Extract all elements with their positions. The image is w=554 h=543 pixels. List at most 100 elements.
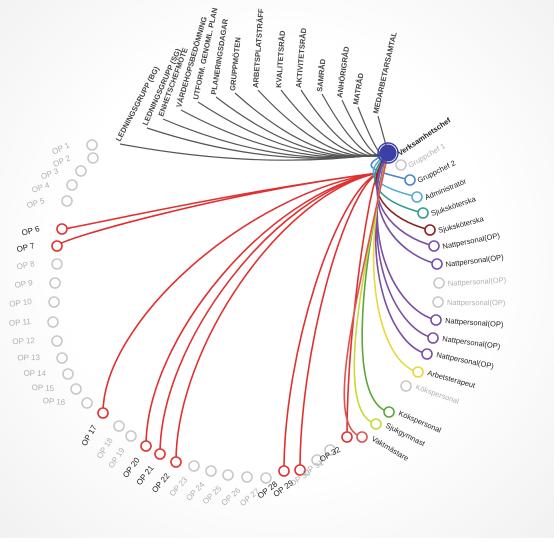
op-node-op-1 (86, 139, 98, 151)
op-line-op-32 (346, 172, 379, 438)
op-node-op-27 (260, 472, 272, 484)
op-line-op-21 (159, 172, 379, 455)
staff-node-15 (383, 406, 395, 418)
staff-node-6 (428, 240, 440, 252)
staff-node-3 (411, 191, 423, 203)
staff-node-14 (400, 380, 412, 392)
op-node-op-22 (170, 456, 182, 468)
hub-node-ring (377, 142, 399, 164)
staff-line-15 (361, 152, 390, 413)
op-label-op-9: OP 9 (14, 278, 34, 290)
op-node-op-4 (66, 179, 78, 191)
staff-label-9: Nattpersonal(OP) (447, 298, 506, 307)
labels: LEDNINGSGRUPP (BG)LEDNINGSGRUPP (SG)ENHE… (9, 7, 507, 508)
staff-node-7 (431, 258, 443, 270)
staff-node-10 (430, 314, 442, 326)
op-node-op-29 (294, 464, 306, 476)
staff-line-7 (376, 152, 438, 265)
op-node-op-31 (324, 444, 336, 456)
op-label-op-13: OP 13 (17, 353, 40, 362)
staff-node-1 (395, 159, 407, 171)
op-node-op-16 (81, 397, 93, 409)
op-node-op-28 (278, 465, 290, 477)
op-node-op-13 (56, 352, 68, 364)
op-line-op-17 (102, 172, 379, 414)
staff-node-12 (421, 348, 433, 360)
meeting-label-anh-rigr-d: ANHÖRIGRÅD (335, 45, 351, 98)
op-node-op-32 (341, 431, 353, 443)
nodes (47, 139, 445, 484)
staff-node-9 (432, 296, 444, 308)
staff-node-4 (417, 207, 429, 219)
op-node-op-18 (113, 420, 125, 432)
staff-node-11 (427, 332, 439, 344)
op-node-op-12 (51, 335, 63, 347)
op-node-op-8 (51, 258, 63, 270)
meeting-label-matr-d: MATRÅD (351, 72, 366, 106)
meeting-line-v-rdehopsbed-mning (180, 109, 389, 158)
staff-node-8 (433, 277, 445, 289)
staff-label-12: Nattpersonal(OP) (436, 350, 495, 371)
meeting-label-samr-d: SAMRÅD (315, 58, 327, 92)
op-node-op-19 (125, 430, 137, 442)
staff-label-10: Nattpersonal(OP) (445, 316, 504, 329)
op-node-op-9 (49, 277, 61, 289)
op-node-op-10 (48, 296, 60, 308)
op-label-op-10: OP 10 (9, 297, 33, 309)
staff-label-7: Nattpersonal(OP) (445, 252, 505, 269)
op-node-op-15 (70, 383, 82, 395)
meeting-label-kvalitetsr-d: KVALITETSRÅD (274, 30, 287, 88)
op-line-op-22 (175, 172, 379, 463)
staff-label-11: Nattpersonal(OP) (442, 334, 502, 351)
op-label-op-14: OP 14 (23, 369, 46, 378)
op-label-op-19: OP 19 (107, 446, 127, 470)
meeting-label-aktivitetsr-d: AKTIVITETSRÅD (294, 27, 308, 88)
op-label-op-21: OP 21 (135, 463, 156, 487)
op-node-op-26 (241, 471, 253, 483)
staff-label-4: Sjuksköterska (430, 194, 478, 218)
op-label-op-6: OP 6 (21, 224, 41, 238)
op-node-op-20 (140, 440, 152, 452)
op-label-op-12: OP 12 (12, 336, 36, 346)
op-label-op-8: OP 8 (16, 259, 36, 271)
staff-node-17 (356, 431, 368, 443)
op-node-op-14 (62, 368, 74, 380)
op-line-op-29 (299, 172, 379, 471)
op-node-op-2 (87, 152, 99, 164)
meeting-line-planeringsdagar (215, 96, 389, 158)
op-label-op-5: OP 5 (26, 196, 46, 210)
staff-label-8: Nattpersonal(OP) (448, 275, 507, 288)
op-label-op-15: OP 15 (31, 383, 55, 393)
staff-label-5: Sjuksköterska (437, 214, 485, 235)
op-node-op-17 (97, 407, 109, 419)
op-line-op-20 (145, 172, 379, 447)
staff-label-14: Kökspersonal (414, 382, 460, 406)
op-line-op-28 (283, 172, 379, 472)
meeting-label-gruppm-ten: GRUPPMÖTEN (228, 37, 243, 91)
op-label-op-26: OP 26 (220, 485, 243, 507)
meeting-label-arbetsplatstr-ff: ARBETSPLATSTRÄFF (251, 8, 266, 88)
hub-node (379, 144, 397, 162)
op-node-op-25 (222, 469, 234, 481)
meeting-label-medarbetarsamtal: MEDARBETARSAMTAL (371, 31, 399, 115)
op-label-op-17: OP 17 (80, 423, 99, 447)
op-label-op-11: OP 11 (9, 317, 32, 328)
staff-node-5 (424, 224, 436, 236)
staff-line-17 (343, 152, 389, 438)
op-node-op-7 (51, 240, 63, 252)
staff-line-2 (370, 152, 411, 181)
op-node-op-23 (188, 460, 200, 472)
op-node-op-11 (47, 316, 59, 328)
op-label-op-4: OP 4 (31, 180, 52, 195)
op-node-op-5 (61, 195, 73, 207)
staff-node-13 (412, 366, 424, 378)
op-node-op-6 (56, 223, 68, 235)
op-node-op-30 (311, 454, 323, 466)
op-node-op-3 (75, 165, 87, 177)
op-node-op-21 (154, 448, 166, 460)
staff-node-2 (404, 174, 416, 186)
op-label-op-3: OP 3 (40, 166, 61, 181)
meeting-line-kvalitetsr-d (280, 89, 389, 157)
